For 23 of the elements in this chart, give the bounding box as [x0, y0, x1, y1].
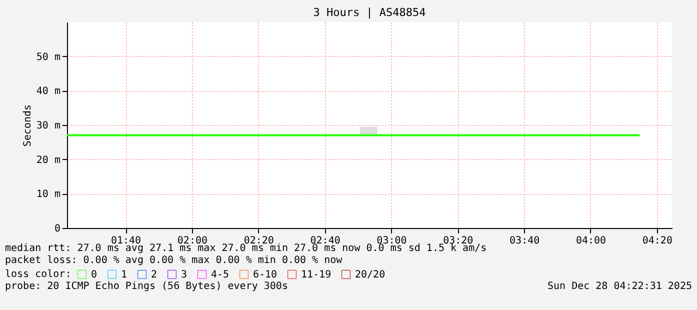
legend-label: 0: [91, 269, 98, 280]
text: packet loss: 0.00 % avg 0.00 % max 0.00 % min 0.00 % now: [5, 255, 344, 266]
y-tick-label: 10 m: [36, 189, 60, 200]
y-axis-title: Seconds: [22, 104, 34, 147]
y-tick-label: 20 m: [36, 154, 60, 166]
legend-label: 6-10: [253, 269, 278, 280]
legend-label: 1: [121, 269, 128, 280]
legend-title: loss color:: [5, 269, 72, 280]
x-tick-label: 04:20: [642, 236, 672, 246]
legend-label: 2: [151, 269, 158, 280]
y-tick-label: 30 m: [36, 120, 60, 132]
y-tick-label: 0: [54, 224, 60, 234]
legend-label: 3: [181, 269, 188, 280]
legend-label: 20/20: [355, 269, 386, 280]
y-tick-label: 40 m: [36, 86, 60, 98]
chart-title: 3 Hours | AS48854: [313, 6, 426, 19]
legend-label: 11-19: [301, 269, 332, 280]
y-tick-label: 50 m: [36, 52, 60, 63]
legend-label: 4-5: [211, 269, 230, 280]
x-tick-label: 04:00: [576, 236, 606, 246]
text: Sun Dec 28 04:22:31 2025: [548, 281, 692, 292]
x-tick-label: 03:40: [510, 236, 540, 246]
text: probe: 20 ICMP Echo Pings (56 Bytes) every 300s: [5, 281, 288, 292]
